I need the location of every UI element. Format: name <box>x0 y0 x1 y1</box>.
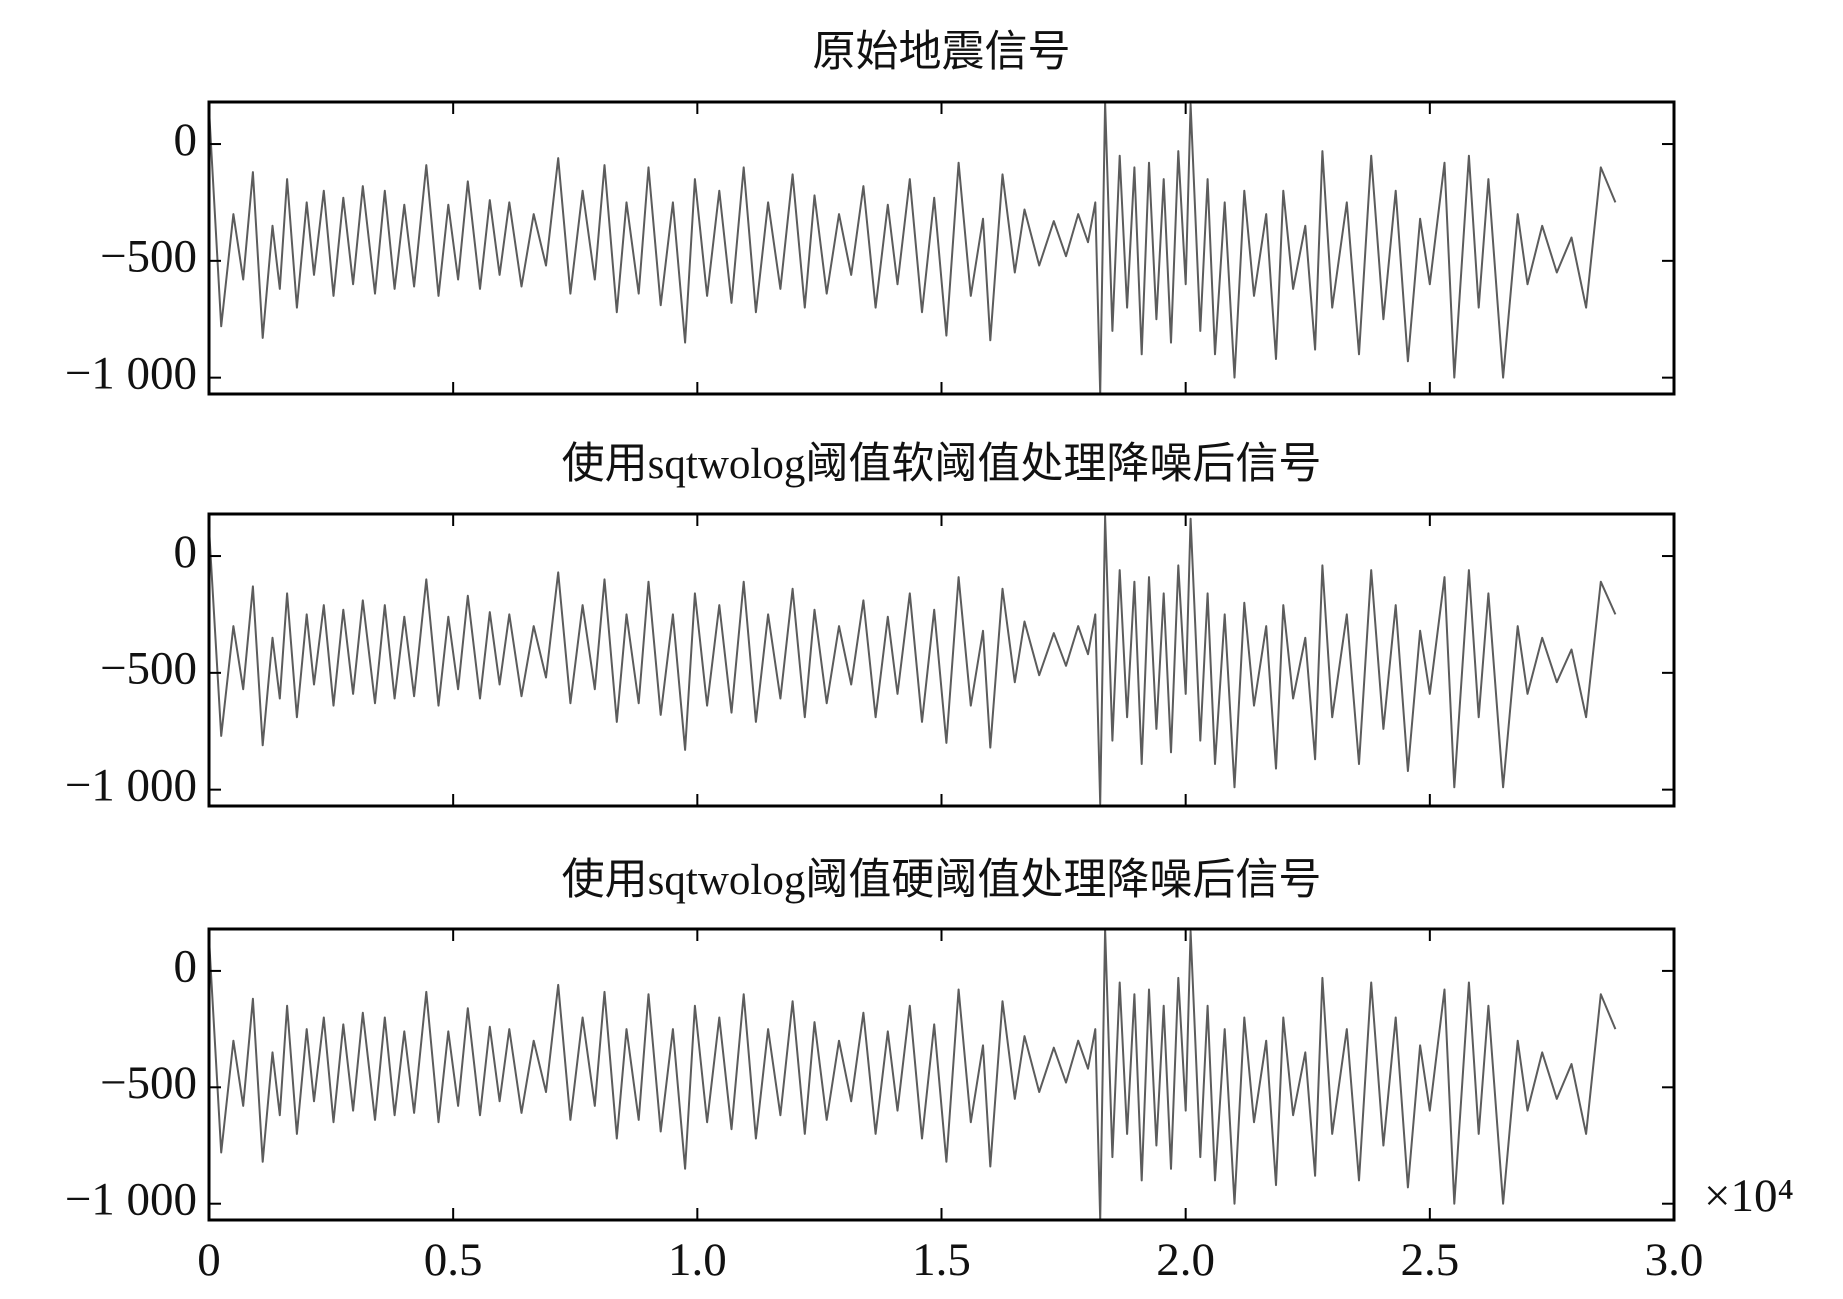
y-tick-label: 0 <box>174 526 198 578</box>
y-tick-label: −1 000 <box>65 347 197 399</box>
plot-frame <box>207 927 1676 1222</box>
signal-line <box>209 929 1617 1220</box>
signal-line <box>209 515 1617 805</box>
signal-line <box>209 102 1617 394</box>
x-tick-label: 2.0 <box>1156 1234 1215 1286</box>
y-tick-label: −500 <box>100 1057 197 1109</box>
x-tick-label: 1.5 <box>912 1234 971 1286</box>
y-tick-label: −500 <box>100 643 197 695</box>
y-tick-label: 0 <box>174 114 198 166</box>
y-tick-label: −1 000 <box>65 759 197 811</box>
x-offset-label: ×10⁴ <box>1704 1170 1794 1222</box>
x-tick-label: 0 <box>197 1234 221 1286</box>
y-tick-label: −1 000 <box>65 1173 197 1225</box>
x-tick-label: 3.0 <box>1645 1234 1704 1286</box>
y-tick-label: 0 <box>174 941 198 993</box>
x-tick-label: 0.5 <box>424 1234 483 1286</box>
subplot-title: 使用sqtwolog阈值软阈值处理降噪后信号 <box>562 441 1322 488</box>
subplot-title: 使用sqtwolog阈值硬阈值处理降噪后信号 <box>562 857 1322 904</box>
y-tick-label: −500 <box>100 231 197 283</box>
x-tick-label: 1.0 <box>668 1234 727 1286</box>
plot-frame <box>207 512 1676 808</box>
plot-frame <box>207 100 1676 396</box>
subplot-title: 原始地震信号 <box>813 29 1071 76</box>
x-tick-label: 2.5 <box>1400 1234 1459 1286</box>
